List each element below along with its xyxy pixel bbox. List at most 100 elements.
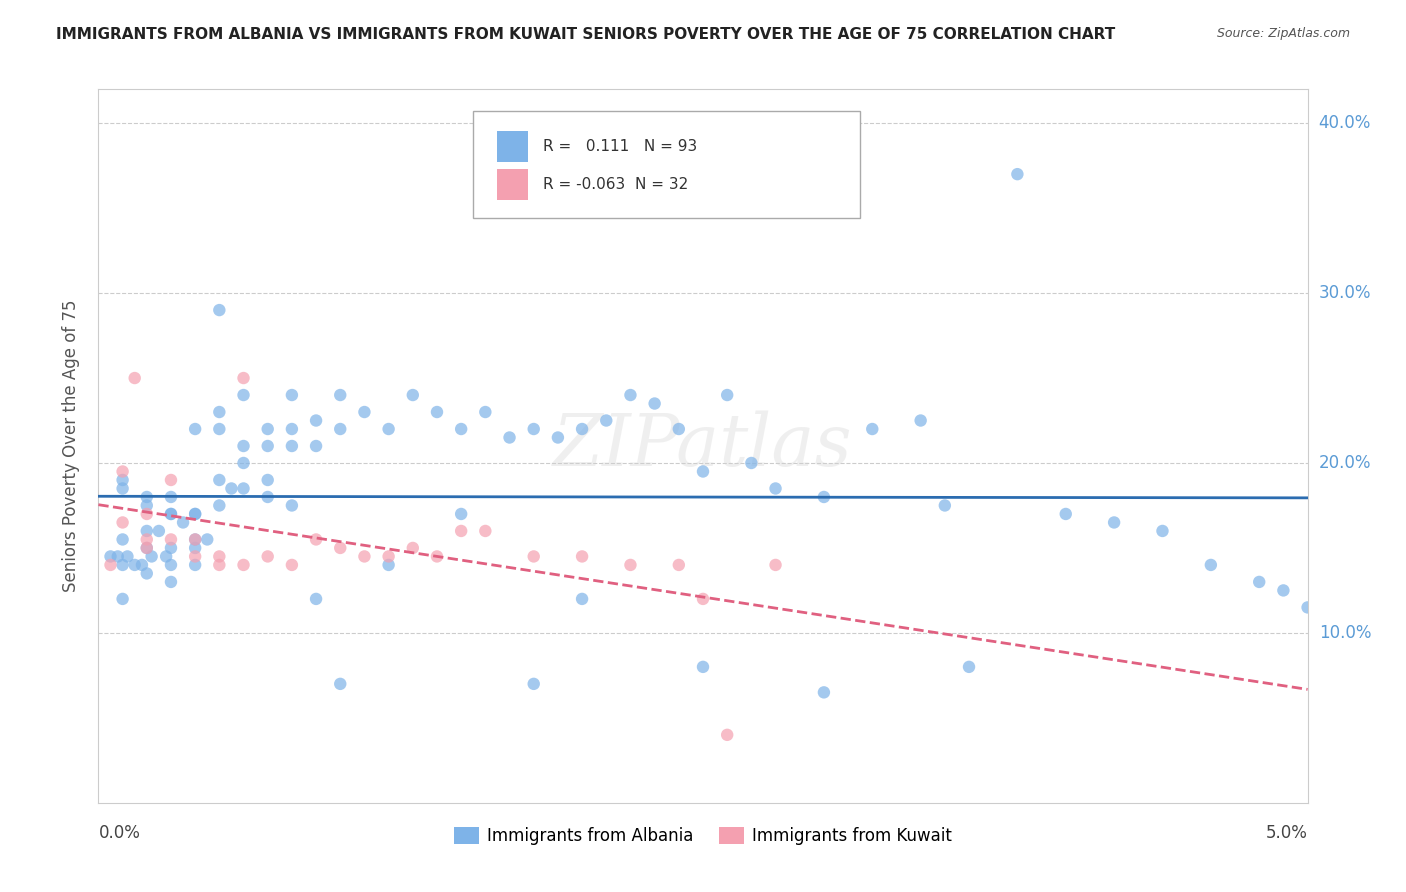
Point: [155, 549, 177, 564]
Text: 5.0%: 5.0%: [1265, 824, 1308, 842]
Point: [329, 677, 352, 691]
Point: [910, 413, 932, 427]
Text: 0.0%: 0.0%: [98, 824, 141, 842]
Point: [111, 533, 134, 547]
Point: [208, 405, 231, 419]
Point: [100, 549, 122, 564]
Point: [765, 482, 787, 496]
Point: [208, 422, 231, 436]
Point: [256, 439, 278, 453]
Point: [305, 439, 328, 453]
Point: [329, 422, 352, 436]
Point: [813, 685, 835, 699]
Point: [111, 473, 134, 487]
Point: [377, 558, 399, 572]
Point: [426, 549, 449, 564]
Point: [716, 388, 738, 402]
Text: R = -0.063  N = 32: R = -0.063 N = 32: [543, 177, 689, 192]
Point: [256, 422, 278, 436]
Point: [353, 405, 375, 419]
Point: [934, 499, 956, 513]
Point: [232, 482, 254, 496]
Point: [184, 541, 207, 555]
Point: [474, 405, 496, 419]
Point: [232, 388, 254, 402]
Point: [131, 558, 153, 572]
Legend: Immigrants from Albania, Immigrants from Kuwait: Immigrants from Albania, Immigrants from…: [447, 820, 959, 852]
Point: [1152, 524, 1174, 538]
Text: IMMIGRANTS FROM ALBANIA VS IMMIGRANTS FROM KUWAIT SENIORS POVERTY OVER THE AGE O: IMMIGRANTS FROM ALBANIA VS IMMIGRANTS FR…: [56, 27, 1115, 42]
Point: [160, 574, 183, 589]
Point: [1102, 516, 1125, 530]
Point: [184, 533, 207, 547]
Point: [281, 422, 304, 436]
Point: [141, 549, 163, 564]
Point: [208, 303, 231, 318]
Point: [571, 549, 593, 564]
Point: [184, 549, 207, 564]
Point: [107, 549, 129, 564]
Point: [100, 558, 122, 572]
Bar: [498, 169, 527, 200]
Point: [1272, 583, 1295, 598]
Point: [160, 558, 183, 572]
Point: [135, 533, 157, 547]
Point: [135, 490, 157, 504]
Point: [221, 482, 243, 496]
Text: 20.0%: 20.0%: [1319, 454, 1371, 472]
Point: [232, 558, 254, 572]
Point: [644, 396, 666, 410]
Point: [619, 558, 641, 572]
Point: [571, 591, 593, 606]
Point: [281, 388, 304, 402]
Point: [305, 533, 328, 547]
Point: [160, 507, 183, 521]
Point: [692, 660, 714, 674]
Point: [1054, 507, 1077, 521]
Point: [135, 524, 157, 538]
Point: [329, 388, 352, 402]
Point: [860, 422, 883, 436]
Point: [740, 456, 762, 470]
Point: [281, 499, 304, 513]
Point: [716, 728, 738, 742]
Point: [184, 422, 207, 436]
Point: [135, 541, 157, 555]
Text: Source: ZipAtlas.com: Source: ZipAtlas.com: [1216, 27, 1350, 40]
Point: [523, 677, 546, 691]
Point: [450, 507, 472, 521]
Point: [426, 405, 449, 419]
Point: [402, 541, 425, 555]
Point: [135, 541, 157, 555]
Point: [329, 541, 352, 555]
Text: 10.0%: 10.0%: [1319, 624, 1371, 642]
Point: [668, 558, 690, 572]
Point: [498, 430, 520, 444]
Point: [160, 507, 183, 521]
Point: [148, 524, 170, 538]
Point: [160, 533, 183, 547]
Point: [668, 422, 690, 436]
Point: [377, 422, 399, 436]
Point: [281, 439, 304, 453]
Point: [135, 499, 157, 513]
Point: [160, 473, 183, 487]
Point: [377, 549, 399, 564]
Point: [692, 591, 714, 606]
Point: [1199, 558, 1222, 572]
Text: 30.0%: 30.0%: [1319, 284, 1371, 302]
Point: [208, 549, 231, 564]
FancyBboxPatch shape: [474, 111, 860, 218]
Point: [184, 533, 207, 547]
Point: [208, 473, 231, 487]
Point: [135, 566, 157, 581]
Point: [232, 456, 254, 470]
Point: [111, 558, 134, 572]
Point: [281, 558, 304, 572]
Text: ZIPatlas: ZIPatlas: [553, 410, 853, 482]
Point: [184, 558, 207, 572]
Point: [208, 499, 231, 513]
Point: [571, 422, 593, 436]
Point: [256, 490, 278, 504]
Point: [305, 413, 328, 427]
